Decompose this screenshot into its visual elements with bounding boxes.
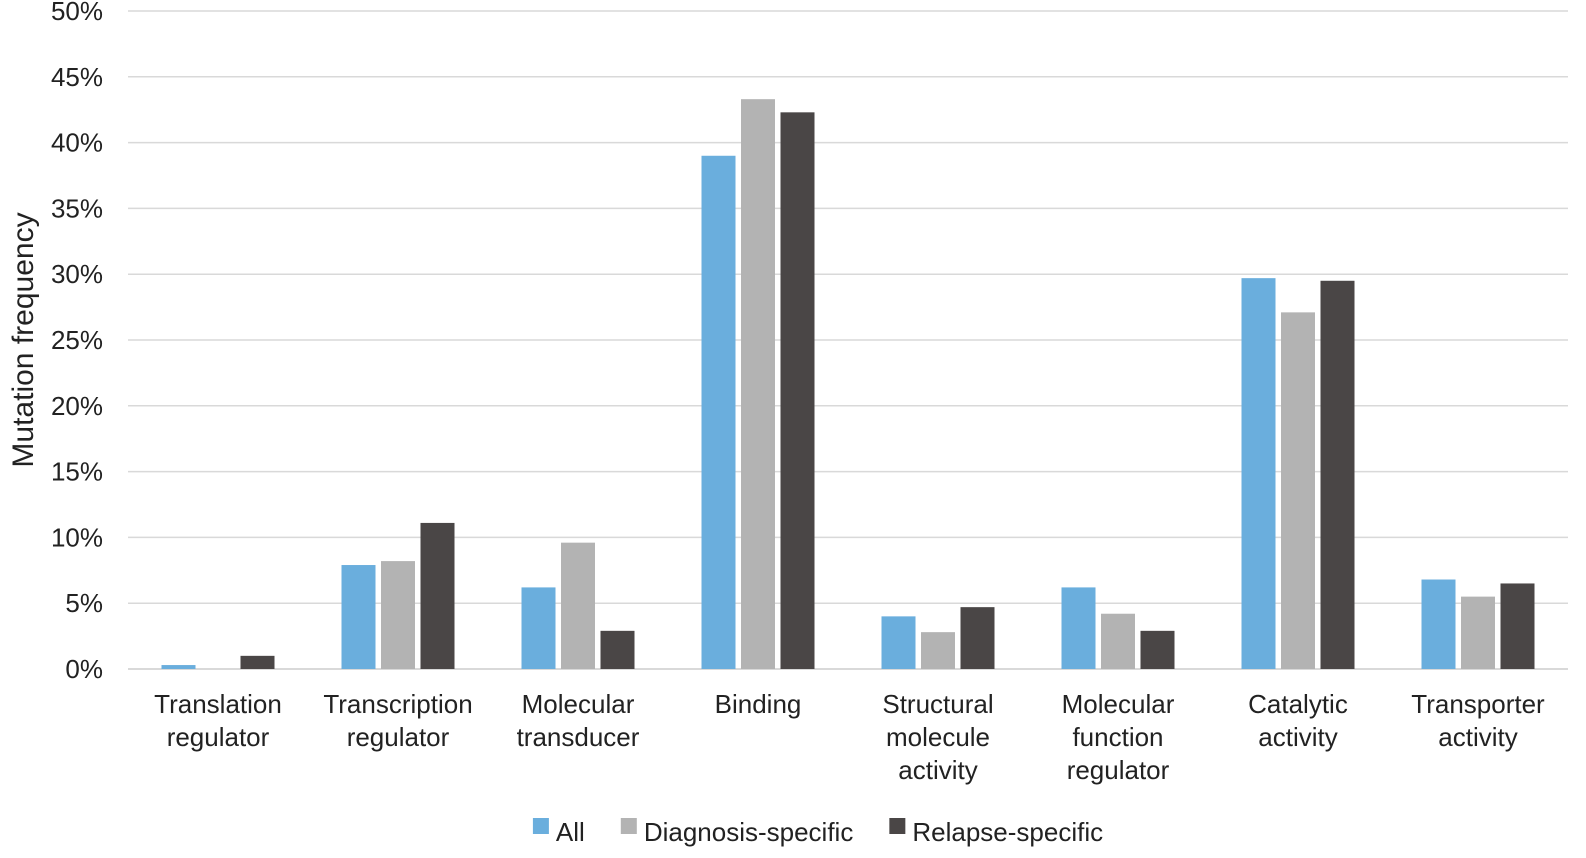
bar-diagnosis-specific — [561, 542, 595, 669]
y-tick-label: 30% — [51, 259, 103, 289]
y-tick-label: 45% — [51, 62, 103, 92]
bar-diagnosis-specific — [741, 99, 775, 669]
y-tick-label: 40% — [51, 128, 103, 158]
bar-relapse-specific — [1140, 630, 1175, 669]
bar-relapse-specific — [780, 112, 815, 669]
bar-all — [521, 587, 556, 669]
bar-relapse-specific — [420, 522, 455, 669]
bar-diagnosis-specific — [921, 632, 955, 669]
bar-relapse-specific — [1500, 583, 1535, 669]
bar-relapse-specific — [600, 630, 635, 669]
bar-relapse-specific — [1320, 280, 1355, 669]
bar-all — [161, 665, 196, 669]
bar-all — [701, 155, 736, 669]
x-category-label: Transcription regulator — [323, 689, 472, 752]
x-category-label: Translation regulator — [154, 689, 282, 752]
x-category-label: Transporter activity — [1411, 689, 1545, 752]
y-tick-label: 20% — [51, 391, 103, 421]
bar-diagnosis-specific — [1101, 613, 1135, 669]
y-tick-label: 10% — [51, 522, 103, 552]
legend: All Diagnosis-specific Relapse-specific — [532, 817, 1103, 847]
legend-item-diagnosis-specific: Diagnosis-specific — [620, 817, 854, 847]
y-tick-label: 15% — [51, 457, 103, 487]
legend-label: All — [556, 817, 585, 847]
legend-label: Relapse-specific — [912, 817, 1103, 847]
bar-relapse-specific — [960, 607, 995, 669]
bar-all — [881, 616, 916, 669]
y-tick-label: 5% — [65, 588, 103, 618]
bars — [161, 99, 1535, 669]
legend-swatch — [532, 818, 549, 834]
bar-all — [1421, 579, 1456, 669]
y-tick-label: 35% — [51, 193, 103, 223]
x-category-label: Molecular transducer — [517, 689, 640, 752]
legend-swatch — [620, 818, 637, 834]
bar-diagnosis-specific — [381, 561, 415, 669]
y-tick-label: 0% — [65, 654, 103, 684]
legend-label: Diagnosis-specific — [644, 817, 854, 847]
bar-all — [1061, 587, 1096, 669]
y-axis-title: Mutation frequency — [7, 212, 40, 467]
legend-swatch — [889, 818, 906, 834]
bar-all — [341, 565, 376, 669]
y-axis-tick-labels: 0% 5% 10% 15% 20% 25% 30% 35% 40% 45% 50% — [51, 0, 103, 684]
legend-item-relapse-specific: Relapse-specific — [889, 817, 1103, 847]
x-category-label: Catalytic activity — [1248, 689, 1348, 752]
x-category-label: Binding — [715, 689, 802, 719]
bar-relapse-specific — [240, 655, 275, 669]
y-tick-label: 25% — [51, 325, 103, 355]
bar-diagnosis-specific — [1281, 312, 1315, 669]
x-category-label: Structural molecule activity — [882, 689, 993, 785]
x-axis-category-labels: Translation regulator Transcription regulat… — [154, 689, 1545, 785]
bar-all — [1241, 278, 1276, 669]
legend-item-all: All — [532, 817, 585, 847]
y-tick-label: 50% — [51, 0, 103, 26]
bar-diagnosis-specific — [1461, 596, 1495, 669]
x-category-label: Molecular function regulator — [1062, 689, 1175, 785]
